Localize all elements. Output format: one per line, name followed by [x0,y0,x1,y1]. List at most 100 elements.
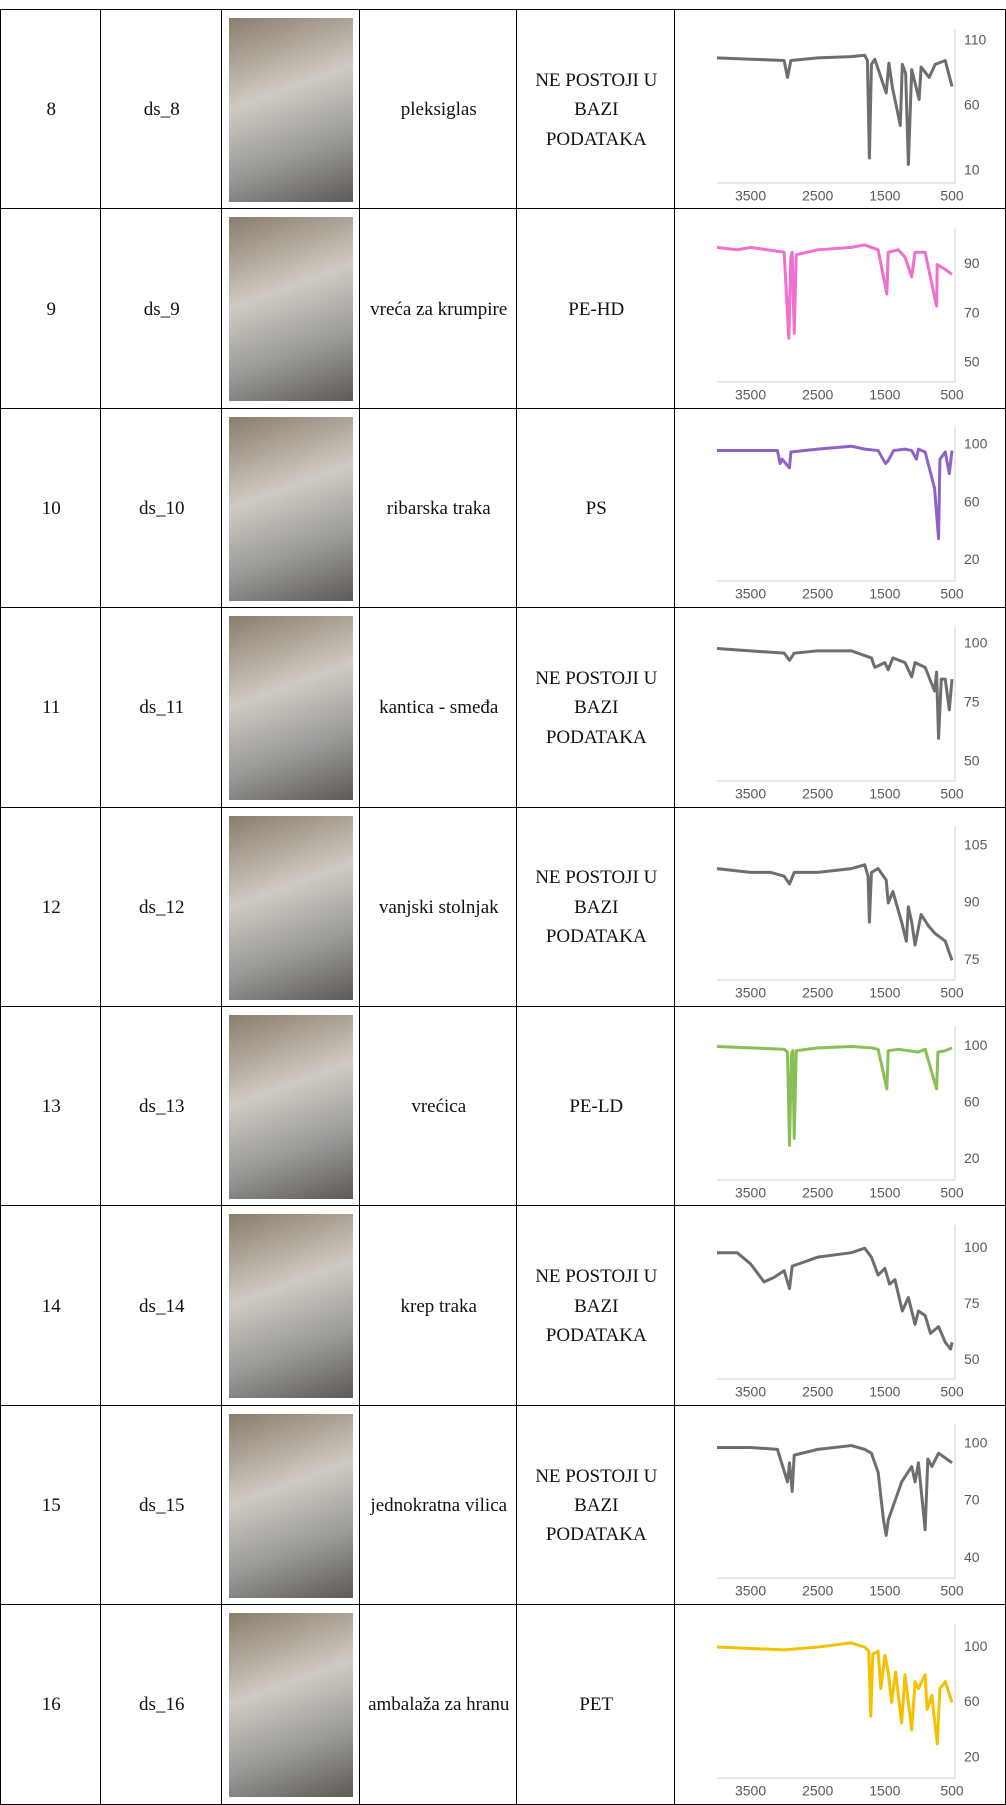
x-tick-label: 3500 [734,1782,765,1798]
photo [229,217,353,402]
cell-number: 12 [0,806,102,1008]
x-tick-label: 1500 [869,1184,900,1200]
spectrum-chart: 3500 2500 1500 500 20 60 100 [716,427,988,602]
x-tick-label: 500 [940,1583,964,1599]
cell-result: NE POSTOJI U BAZI PODATAKA [516,607,676,809]
y-tick-label: 100 [964,1637,988,1653]
cell-result: NE POSTOJI U BAZI PODATAKA [516,9,676,210]
cell-number: 11 [0,607,102,809]
x-tick-label: 3500 [734,1384,765,1400]
photo [229,1015,353,1199]
x-tick-label: 1500 [869,387,900,403]
photo [229,815,353,1000]
cell-result: NE POSTOJI U BAZI PODATAKA [516,806,676,1008]
cell-result: NE POSTOJI U BAZI PODATAKA [516,1404,676,1606]
cell-code: ds_8 [100,9,223,210]
y-tick-label: 75 [964,951,980,967]
cell-name: vrećica [359,1006,518,1207]
cell-code: ds_11 [100,607,223,809]
x-tick-label: 2500 [802,1184,833,1200]
photo [229,18,353,202]
y-tick-label: 50 [964,1351,980,1367]
cell-code: ds_9 [100,208,223,410]
x-tick-label: 2500 [802,1583,833,1599]
y-tick-label: 75 [964,693,980,709]
x-tick-label: 3500 [734,586,765,602]
y-tick-label: 100 [964,436,988,452]
y-tick-label: 20 [964,551,980,567]
x-tick-label: 3500 [734,1184,765,1200]
y-tick-label: 20 [964,1150,980,1166]
y-tick-label: 90 [964,894,980,910]
cell-number: 16 [0,1604,102,1805]
x-tick-label: 500 [940,586,964,602]
cell-code: ds_12 [100,806,223,1008]
x-tick-label: 1500 [869,1583,900,1599]
spectrum-line [716,1444,953,1538]
cell-name: pleksiglas [359,9,518,210]
x-tick-label: 3500 [734,985,765,1001]
cell-result: PE-LD [516,1006,676,1207]
x-tick-label: 3500 [734,1583,765,1599]
y-tick-label: 60 [964,494,980,510]
spectrum-chart: 3500 2500 1500 500 50 70 90 [716,227,980,403]
x-tick-label: 2500 [802,1384,833,1400]
spectrum-chart: 3500 2500 1500 500 75 90 105 [716,826,987,1001]
photo [229,1413,353,1598]
y-tick-label: 90 [964,255,980,271]
cell-code: ds_10 [100,407,223,609]
x-tick-label: 1500 [869,1782,900,1798]
y-tick-label: 60 [964,96,980,112]
y-tick-label: 50 [964,353,980,369]
y-tick-label: 100 [964,1239,988,1255]
x-tick-label: 500 [940,985,964,1001]
spectrum-chart: 3500 2500 1500 500 20 60 100 [716,1025,987,1200]
cell-code: ds_16 [100,1604,223,1805]
photo [229,1214,353,1399]
cell-number: 9 [0,208,102,410]
x-tick-label: 500 [940,1384,964,1400]
cell-name: vreća za krumpire [359,208,518,410]
photo-cell [221,1205,361,1407]
y-tick-label: 75 [964,1295,980,1311]
cell-code: ds_15 [100,1404,223,1606]
cell-name: vanjski stolnjak [359,806,518,1008]
cell-result: PET [516,1604,676,1805]
cell-result: PE-HD [516,208,676,410]
x-tick-label: 500 [940,1184,964,1200]
x-tick-label: 3500 [734,387,765,403]
photo-cell [221,9,361,210]
cell-number: 15 [0,1404,102,1606]
cell-result: NE POSTOJI U BAZI PODATAKA [516,1205,676,1407]
x-tick-label: 1500 [869,586,900,602]
x-tick-label: 500 [940,1782,964,1798]
cell-code: ds_14 [100,1205,223,1407]
cell-number: 10 [0,407,102,609]
x-tick-label: 1500 [869,985,900,1001]
x-tick-label: 500 [940,187,964,203]
spectrum-chart: 3500 2500 1500 500 40 70 100 [716,1424,988,1599]
photo-cell [221,607,361,809]
spectrum-chart: 3500 2500 1500 500 50 75 100 [716,626,987,801]
photo-cell [221,806,361,1008]
photo [229,1613,353,1798]
cell-name: ambalaža za hranu [359,1604,518,1805]
spectrum-line [716,1044,953,1147]
y-tick-label: 70 [964,304,980,320]
x-tick-label: 500 [940,387,964,403]
spectrum-line [716,863,953,961]
x-tick-label: 2500 [802,985,833,1001]
photo-cell [221,1404,361,1606]
cell-number: 8 [0,9,102,210]
photo-cell [221,407,361,609]
cell-number: 14 [0,1205,102,1407]
cell-name: ribarska traka [359,407,518,609]
y-tick-label: 100 [964,1435,988,1451]
cell-name: kantica - smeđa [359,607,518,809]
y-tick-label: 60 [964,1093,980,1109]
x-tick-label: 2500 [802,785,833,801]
y-tick-label: 70 [964,1492,980,1508]
x-tick-label: 500 [940,785,964,801]
